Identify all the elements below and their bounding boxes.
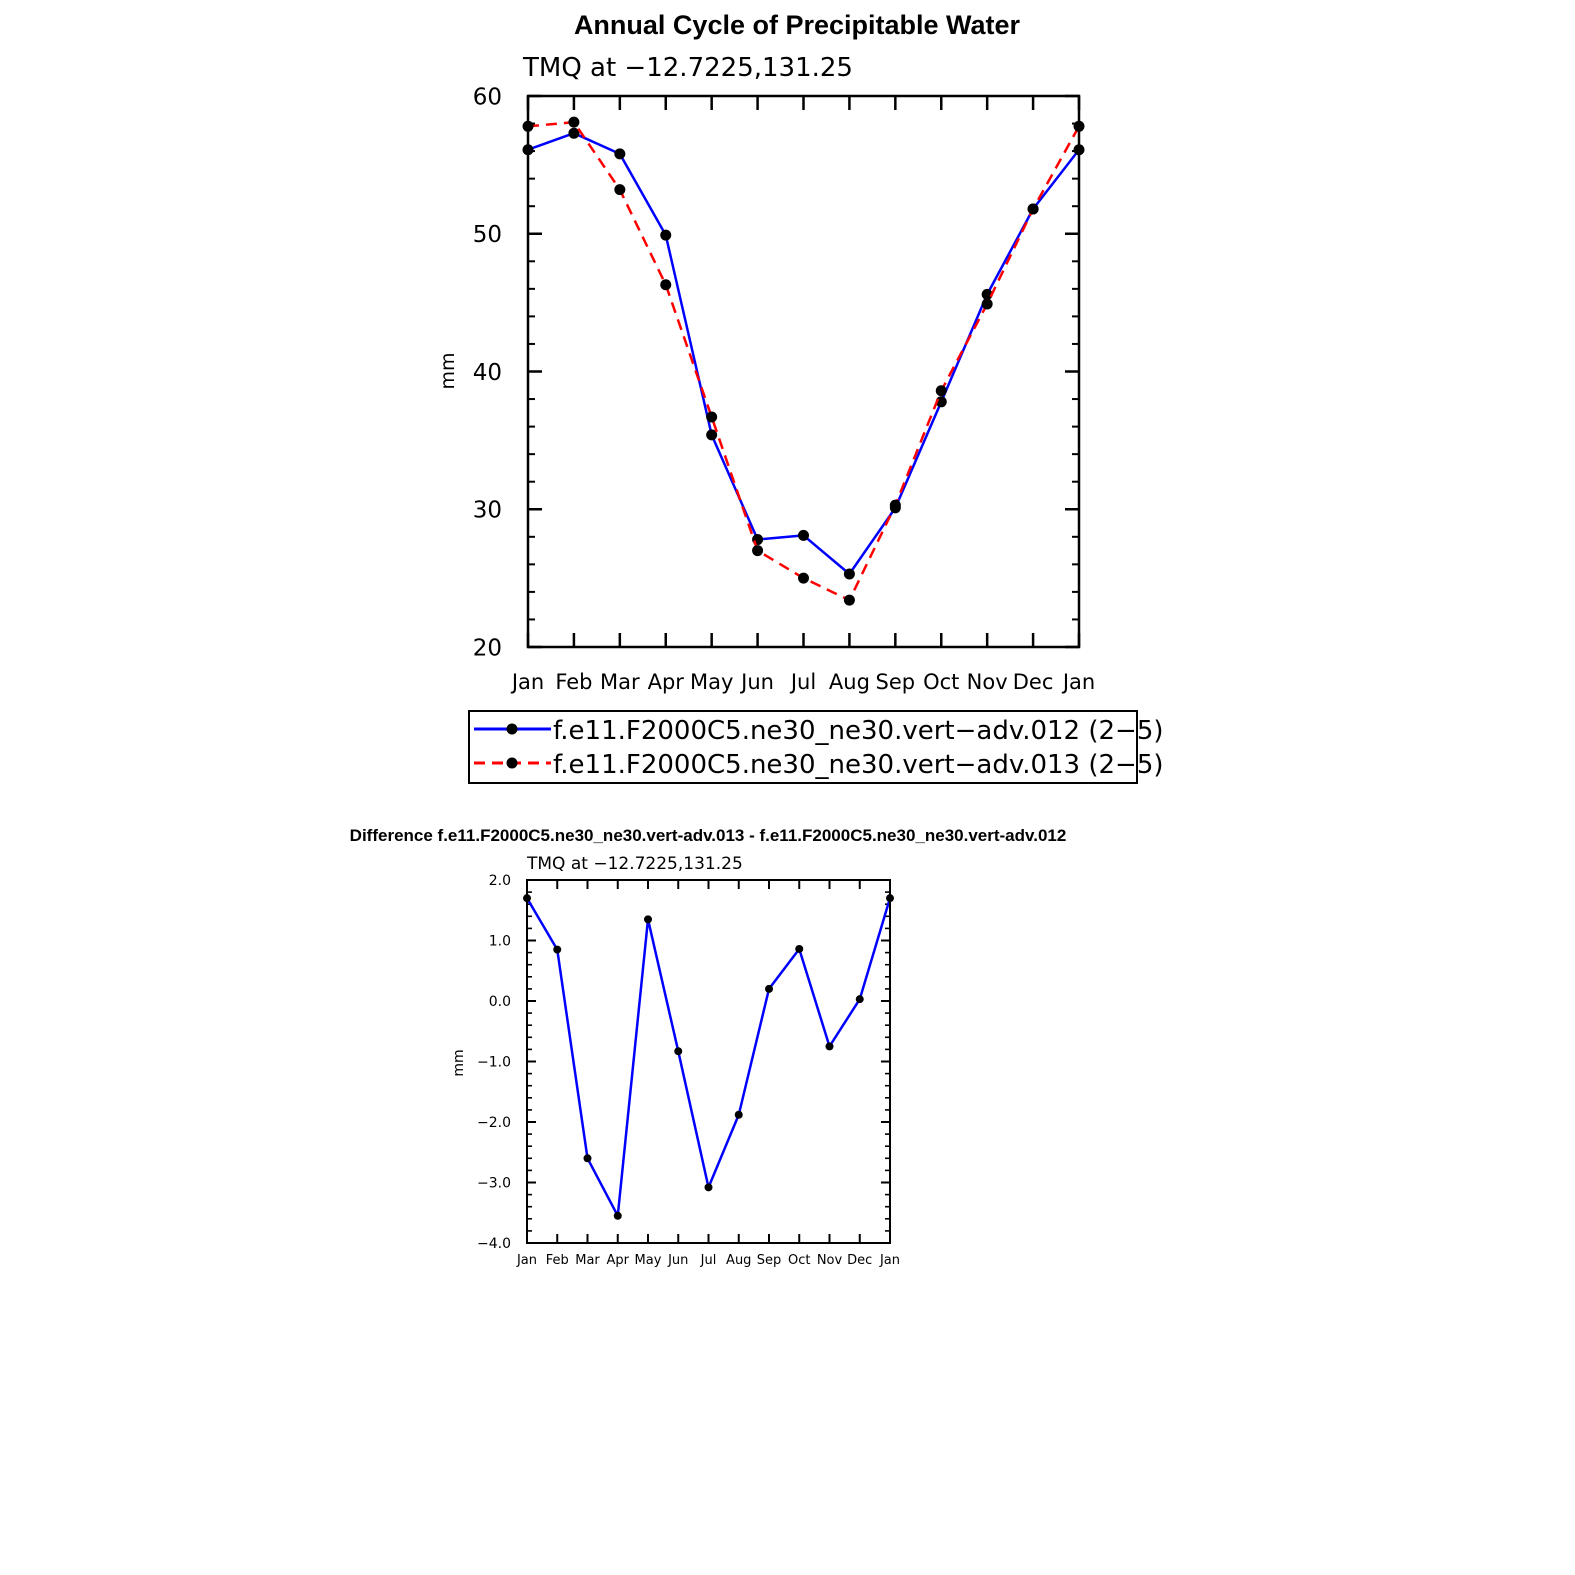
main-chart-subtitle: TMQ at −12.7225,131.25 (522, 53, 853, 83)
series-2-point (1027, 203, 1039, 215)
x-tick-label: Feb (555, 670, 592, 694)
series-1-point (553, 945, 562, 954)
series-1-point (568, 127, 580, 139)
series-2-point (614, 184, 626, 196)
x-tick-label: Sep (757, 1253, 782, 1268)
x-tick-label: Oct (923, 670, 959, 694)
x-tick-label: Mar (575, 1253, 600, 1268)
main-chart-title: Annual Cycle of Precipitable Water (574, 10, 1021, 40)
y-tick-label: 50 (473, 222, 502, 248)
x-tick-label: Jan (510, 670, 544, 694)
series-1-point (981, 288, 993, 300)
series-2-point (935, 385, 947, 397)
series-1-point (704, 1183, 713, 1192)
series-1-point (798, 529, 809, 541)
series-1-point (660, 229, 672, 241)
series-1-point (843, 568, 855, 580)
y-tick-label: 2.0 (489, 873, 511, 889)
legend-box (468, 710, 1138, 784)
difference-chart-subtitle: TMQ at −12.7225,131.25 (526, 854, 743, 874)
y-tick-label: −2.0 (477, 1115, 511, 1131)
difference-chart-xtick-labels: Jan Feb Mar Apr May Jun Jul Aug Sep Oct Nov Dec Jan (516, 1253, 900, 1268)
series-1-point (674, 1047, 683, 1056)
series-1-point (583, 1154, 592, 1163)
main-chart-ylabel: mm (437, 352, 459, 389)
x-tick-label: Nov (967, 670, 1008, 694)
x-tick-label: Apr (607, 1253, 630, 1268)
difference-chart-ylabel: mm (451, 1049, 467, 1076)
main-chart-legend: f.e11.F2000C5.ne30_ne30.vert−adv.012 (2−… (468, 710, 1164, 784)
x-tick-label: Feb (546, 1253, 569, 1268)
y-tick-label: 0.0 (489, 994, 511, 1010)
series-1-point (614, 148, 626, 160)
x-tick-label: Dec (1013, 670, 1054, 694)
difference-chart-title: Difference f.e11.F2000C5.ne30_ne30.vert-… (350, 826, 1067, 845)
series-1-point (795, 944, 804, 953)
x-tick-label: Aug (726, 1253, 751, 1268)
series-2-point (660, 279, 672, 291)
series-1-point (935, 396, 947, 408)
y-tick-label: 40 (473, 360, 502, 386)
x-tick-label: Aug (829, 670, 870, 694)
difference-chart: Difference f.e11.F2000C5.ne30_ne30.vert-… (350, 826, 1067, 1268)
x-tick-label: Jul (700, 1253, 717, 1268)
y-tick-label: −4.0 (477, 1236, 511, 1252)
main-chart: Annual Cycle of Precipitable Water TMQ a… (437, 10, 1164, 784)
x-tick-label: Jan (516, 1253, 537, 1268)
x-tick-label: Sep (876, 670, 916, 694)
series-1-point (613, 1211, 622, 1220)
legend-marker-series-012 (506, 723, 518, 735)
series-2-point (568, 116, 580, 128)
x-tick-label: Jan (879, 1253, 900, 1268)
difference-chart-plot-frame (526, 879, 891, 1244)
difference-chart-series (523, 894, 894, 1220)
series-2-point (752, 545, 764, 557)
series-1-point (825, 1042, 834, 1051)
main-chart-xtick-labels: Jan Feb Mar Apr May Jun Jul Aug Sep Oct Nov Dec Jan (510, 670, 1095, 694)
legend-label-series-012: f.e11.F2000C5.ne30_ne30.vert−adv.012 (2−… (553, 716, 1164, 746)
series-1-point (765, 984, 773, 993)
x-tick-label: Nov (817, 1253, 843, 1268)
x-tick-label: Jul (789, 670, 816, 694)
main-chart-series (522, 116, 1085, 606)
y-tick-label: 1.0 (489, 934, 511, 950)
legend-label-series-013: f.e11.F2000C5.ne30_ne30.vert−adv.013 (2−… (553, 750, 1164, 780)
series-2-point (706, 411, 718, 423)
series-2-point (981, 298, 993, 310)
x-tick-label: May (690, 670, 733, 694)
x-tick-label: Mar (600, 670, 640, 694)
series-1-point (644, 915, 652, 924)
x-tick-label: Jun (667, 1253, 688, 1268)
y-tick-label: 20 (473, 635, 502, 661)
series-2-point (798, 572, 809, 584)
x-tick-label: Jun (739, 670, 774, 694)
x-tick-label: May (635, 1253, 662, 1268)
x-tick-label: Jan (1061, 670, 1095, 694)
x-tick-label: Apr (648, 670, 685, 694)
legend-marker-series-013 (506, 757, 518, 769)
y-tick-label: 60 (473, 84, 502, 110)
series-1-point (734, 1110, 743, 1119)
series-2-point (843, 594, 855, 606)
difference-chart-ytick-labels: −4.0 −3.0 −2.0 −1.0 0.0 1.0 2.0 (477, 873, 511, 1252)
x-tick-label: Oct (788, 1253, 810, 1268)
main-chart-plot-frame (526, 94, 1081, 649)
series-1-point (855, 995, 864, 1004)
x-tick-label: Dec (847, 1253, 872, 1268)
y-tick-label: −3.0 (477, 1176, 511, 1192)
series-2-point (889, 499, 901, 511)
series-1-point (706, 429, 718, 441)
y-tick-label: 30 (473, 498, 502, 524)
y-tick-label: −1.0 (477, 1055, 511, 1071)
main-chart-ytick-labels: 20 30 40 50 60 (473, 84, 502, 661)
series-1-point (752, 534, 764, 546)
